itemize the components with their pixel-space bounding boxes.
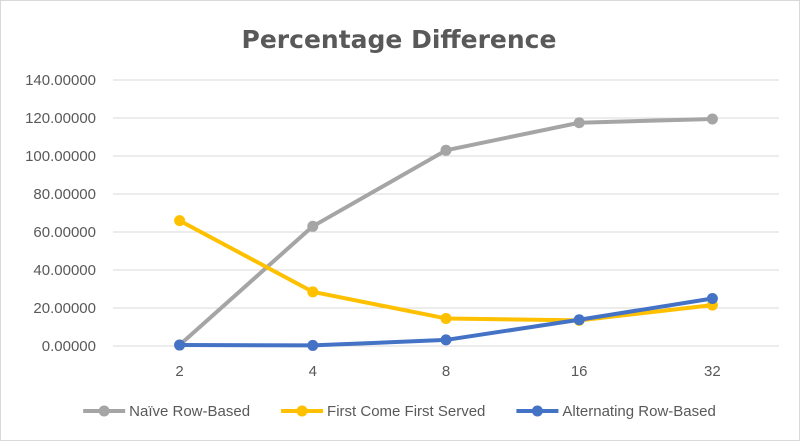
y-tick-label: 60.00000 xyxy=(33,224,96,241)
x-tick-label: 2 xyxy=(175,363,183,380)
y-tick-label: 40.00000 xyxy=(33,262,96,279)
y-tick-label: 120.00000 xyxy=(25,110,96,127)
y-axis-tick-labels: 0.00000 20.00000 40.00000 60.00000 80.00000 1… xyxy=(25,72,96,355)
data-point xyxy=(706,293,718,304)
data-point xyxy=(174,215,186,227)
legend-label: Naïve Row-Based xyxy=(129,403,250,420)
x-tick-label: 32 xyxy=(704,363,721,380)
legend-item: Alternating Row-Based xyxy=(516,403,716,420)
legend: Naïve Row-Based First Come First Served Al… xyxy=(83,403,716,420)
legend-label: Alternating Row-Based xyxy=(562,403,715,420)
data-point xyxy=(440,334,452,346)
y-tick-label: 80.00000 xyxy=(33,186,96,203)
x-tick-label: 4 xyxy=(309,363,317,380)
y-tick-label: 100.00000 xyxy=(25,148,96,165)
data-point xyxy=(440,312,452,324)
chart-title: Percentage Difference xyxy=(242,25,557,54)
y-tick-label: 0.00000 xyxy=(42,338,96,355)
y-tick-label: 20.00000 xyxy=(33,300,96,317)
data-point xyxy=(573,117,585,129)
series-lines xyxy=(174,113,718,351)
data-point xyxy=(307,286,319,298)
legend-item: Naïve Row-Based xyxy=(83,403,250,420)
data-point xyxy=(440,144,452,156)
legend-item: First Come First Served xyxy=(281,403,485,420)
data-point xyxy=(706,113,718,125)
x-axis-tick-labels: 2 4 8 16 32 xyxy=(175,363,720,380)
series-group xyxy=(174,293,718,351)
y-tick-label: 140.00000 xyxy=(25,72,96,89)
legend-swatch-marker xyxy=(98,405,110,417)
x-tick-label: 16 xyxy=(571,363,588,380)
x-tick-label: 8 xyxy=(442,363,450,380)
data-point xyxy=(307,339,319,351)
legend-label: First Come First Served xyxy=(327,403,485,420)
data-point xyxy=(174,339,186,351)
legend-swatch-marker xyxy=(296,405,308,417)
data-point xyxy=(307,220,319,232)
legend-swatch-marker xyxy=(531,405,543,417)
data-point xyxy=(573,314,585,326)
